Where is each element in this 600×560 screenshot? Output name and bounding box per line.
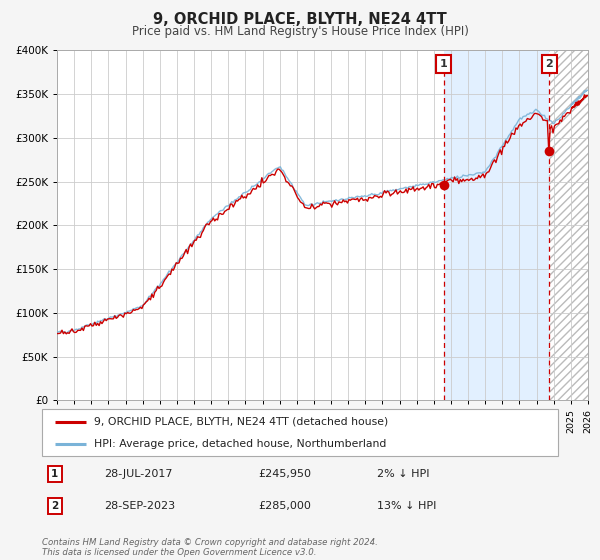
- Bar: [550, 50, 588, 400]
- FancyBboxPatch shape: [42, 409, 558, 456]
- Text: 9, ORCHID PLACE, BLYTH, NE24 4TT: 9, ORCHID PLACE, BLYTH, NE24 4TT: [153, 12, 447, 27]
- Text: HPI: Average price, detached house, Northumberland: HPI: Average price, detached house, Nort…: [94, 438, 386, 449]
- Text: 2: 2: [51, 501, 59, 511]
- Text: 28-SEP-2023: 28-SEP-2023: [104, 501, 175, 511]
- Bar: [550, 50, 588, 400]
- Text: £245,950: £245,950: [259, 469, 312, 479]
- Text: Contains HM Land Registry data © Crown copyright and database right 2024.
This d: Contains HM Land Registry data © Crown c…: [42, 538, 378, 557]
- Text: 13% ↓ HPI: 13% ↓ HPI: [377, 501, 437, 511]
- Text: 28-JUL-2017: 28-JUL-2017: [104, 469, 172, 479]
- Text: 9, ORCHID PLACE, BLYTH, NE24 4TT (detached house): 9, ORCHID PLACE, BLYTH, NE24 4TT (detach…: [94, 417, 388, 427]
- Text: 2: 2: [545, 59, 553, 69]
- Text: 1: 1: [51, 469, 59, 479]
- Text: 1: 1: [440, 59, 448, 69]
- Text: 2% ↓ HPI: 2% ↓ HPI: [377, 469, 430, 479]
- Text: Price paid vs. HM Land Registry's House Price Index (HPI): Price paid vs. HM Land Registry's House …: [131, 25, 469, 38]
- Text: £285,000: £285,000: [259, 501, 311, 511]
- Bar: [443, 50, 550, 400]
